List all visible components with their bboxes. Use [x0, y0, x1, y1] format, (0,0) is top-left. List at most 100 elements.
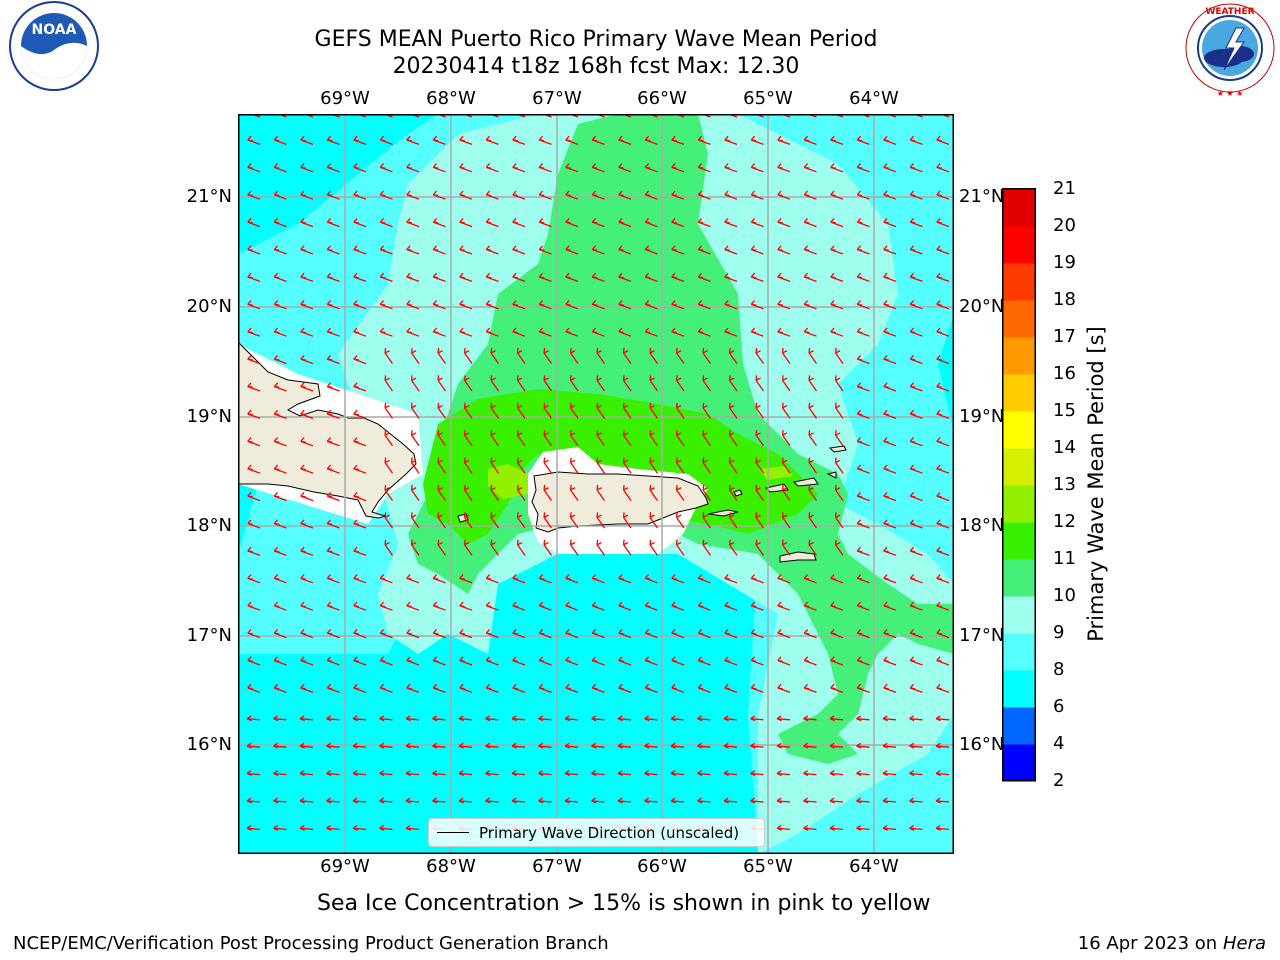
wave-arrow-head [909, 300, 915, 305]
wave-arrow [538, 718, 552, 721]
wave-arrow [808, 434, 818, 447]
wave-arrow [511, 745, 526, 748]
wave-arrow-head [591, 745, 597, 749]
wave-arrow [882, 827, 897, 831]
wave-arrow-head [247, 300, 252, 305]
wave-arrow-head [380, 303, 386, 306]
wave-arrow-head [776, 742, 782, 747]
colorbar-tick-label: 19 [1053, 252, 1076, 273]
wave-arrow [411, 462, 420, 474]
wave-arrow-head [591, 135, 597, 141]
wave-arrow [464, 434, 473, 447]
wave-arrow-head [910, 358, 916, 361]
wave-arrow [755, 434, 765, 447]
wave-arrow-head [353, 687, 359, 690]
wave-arrow-head [384, 377, 390, 381]
wave-arrow-head [830, 166, 836, 169]
wave-arrow-head [380, 139, 386, 142]
wave-arrow-head [698, 687, 704, 690]
wave-arrow-head [909, 464, 915, 470]
wave-arrow-head [352, 745, 358, 749]
wave-arrow [273, 827, 287, 831]
wave-arrow-head [777, 605, 783, 608]
wave-arrow-head [485, 770, 491, 775]
wave-arrow-head [596, 512, 599, 518]
wave-arrow-head [538, 742, 544, 747]
wave-arrow-head [834, 402, 837, 408]
wave-arrow-head [781, 430, 784, 436]
wave-arrow-head [538, 683, 544, 689]
wave-arrow-head [596, 402, 599, 408]
wave-arrow-head [565, 577, 571, 580]
wave-arrow-head [384, 347, 387, 354]
wave-arrow-head [623, 487, 629, 491]
wave-arrow-head [835, 377, 841, 381]
wave-arrow-head [808, 404, 814, 409]
wave-arrow-head [857, 632, 863, 635]
wave-arrow-head [490, 541, 496, 546]
wave-arrow [299, 772, 314, 776]
wave-arrow-head [565, 683, 570, 689]
wave-arrow [755, 516, 765, 529]
wave-arrow-head [834, 512, 837, 518]
wave-arrow-head [326, 245, 332, 250]
wave-arrow-head [592, 577, 598, 580]
wave-arrow-head [592, 687, 598, 690]
wave-arrow-head [883, 495, 889, 498]
wave-arrow [623, 434, 632, 447]
wave-arrow-head [835, 459, 841, 464]
wave-arrow-head [274, 440, 280, 443]
wave-arrow-head [406, 276, 412, 279]
wave-arrow-head [459, 632, 465, 635]
wave-arrow-head [246, 742, 252, 747]
wave-arrow-head [384, 459, 390, 464]
wave-arrow [776, 772, 791, 776]
wave-arrow [564, 800, 579, 803]
wave-arrow-head [697, 800, 703, 804]
wave-arrow-head [543, 512, 546, 518]
wave-arrow-head [353, 409, 358, 415]
wave-arrow-head [300, 385, 306, 388]
wave-arrow-head [698, 331, 704, 334]
wave-arrow-head [645, 194, 651, 197]
wave-arrow-head [909, 827, 915, 831]
colorbar-tick-label: 10 [1053, 585, 1076, 606]
wave-arrow-head [485, 718, 491, 722]
wave-arrow-head [724, 163, 729, 168]
wave-arrow [299, 745, 314, 748]
wave-arrow [596, 434, 606, 447]
wave-arrow-head [856, 797, 862, 802]
wave-arrow [623, 462, 632, 474]
wave-arrow-head [804, 632, 810, 635]
wave-arrow-head [830, 659, 836, 662]
wave-arrow-head [830, 605, 836, 608]
wave-arrow-head [406, 327, 411, 333]
wave-arrow-head [618, 300, 623, 305]
wave-arrow-head [384, 512, 387, 518]
wave-arrow [623, 544, 632, 556]
wave-arrow [750, 718, 764, 721]
wave-arrow-head [300, 687, 306, 690]
wave-arrow-head [326, 354, 332, 360]
wave-arrow-head [803, 190, 809, 196]
wave-arrow-head [352, 742, 358, 747]
wave-arrow [299, 827, 314, 831]
wave-arrow-head [644, 656, 650, 661]
wave-arrow-head [618, 272, 623, 278]
wave-arrow-head [433, 632, 439, 635]
wave-arrow-head [565, 303, 571, 306]
wave-arrow-head [486, 221, 492, 224]
wave-arrow-head [644, 217, 650, 223]
wave-arrow-head [750, 683, 756, 689]
wave-arrow-head [676, 514, 682, 518]
wave-arrow-head [564, 745, 570, 749]
colorbar-segment [1003, 411, 1035, 449]
wave-arrow-head [777, 245, 782, 250]
wave-arrow-head [909, 217, 915, 223]
colorbar-segment [1003, 300, 1035, 338]
wave-arrow [384, 434, 394, 447]
wave-arrow-head [300, 358, 306, 361]
wave-arrow [909, 718, 923, 721]
wave-arrow-head [326, 628, 332, 634]
wave-arrow-head [936, 468, 942, 471]
